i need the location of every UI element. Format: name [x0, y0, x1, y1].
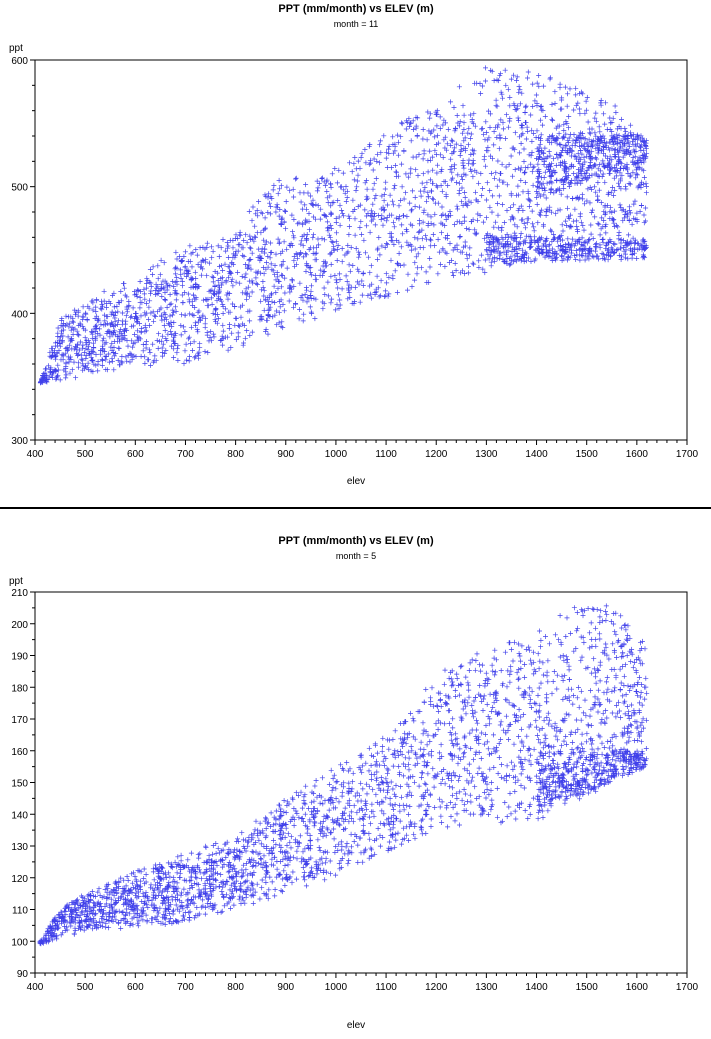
y-tick-label: 300: [11, 436, 28, 447]
x-tick-label: 1000: [325, 449, 348, 460]
x-tick-label: 1600: [626, 982, 649, 993]
panel-divider: [0, 507, 711, 509]
x-tick-label: 1700: [676, 449, 699, 460]
y-tick-label: 180: [11, 683, 28, 694]
x-tick-label: 1500: [576, 449, 599, 460]
x-tick-label: 800: [227, 449, 244, 460]
x-tick-label: 1200: [425, 982, 448, 993]
x-tick-label: 1600: [626, 449, 649, 460]
y-tick-label: 100: [11, 937, 28, 948]
y-axis-label: ppt: [9, 43, 23, 54]
plot-area: 400 500 600 700 800 900 1000 1100 1200 1300 1400 15…: [11, 588, 698, 993]
x-tick-label: 1400: [525, 982, 548, 993]
x-tick-label: 1500: [576, 982, 599, 993]
chart-panel-month-5: PPT (mm/month) vs ELEV (m) month = 5 ppt…: [0, 516, 711, 1034]
y-tick-label: 140: [11, 810, 28, 821]
y-axis-label: ppt: [9, 576, 23, 587]
plot-frame: [34, 59, 688, 441]
x-tick-label: 900: [277, 449, 294, 460]
y-tick-label: 210: [11, 588, 28, 599]
chart-subtitle: month = 5: [336, 551, 376, 561]
y-tick-label: 120: [11, 874, 28, 885]
x-tick-label: 400: [27, 449, 44, 460]
x-tick-label: 600: [127, 449, 144, 460]
y-tick-label: 130: [11, 842, 28, 853]
chart-panel-month-11: PPT (mm/month) vs ELEV (m) month = 11 pp…: [0, 0, 711, 503]
plot-area: 400 500 600 700 800 900 1000 1100 1200 1300 1400 15…: [11, 56, 698, 460]
x-tick-label: 1000: [325, 982, 348, 993]
x-tick-label: 500: [77, 449, 94, 460]
y-tick-label: 400: [11, 309, 28, 320]
x-axis-label: elev: [347, 1020, 365, 1031]
y-tick-label: 500: [11, 183, 28, 194]
y-tick-label: 600: [11, 56, 28, 67]
y-tick-label: 150: [11, 779, 28, 790]
x-tick-label: 700: [177, 449, 194, 460]
scatter-points: [37, 603, 650, 947]
x-tick-label: 900: [277, 982, 294, 993]
y-tick-label: 190: [11, 652, 28, 663]
x-tick-label: 700: [177, 982, 194, 993]
x-tick-label: 400: [27, 982, 44, 993]
y-tick-label: 110: [12, 906, 28, 917]
x-axis-label: elev: [347, 476, 365, 487]
scatter-points: [37, 65, 650, 386]
x-tick-label: 800: [227, 982, 244, 993]
x-tick-label: 1400: [525, 449, 548, 460]
x-tick-label: 1300: [475, 449, 498, 460]
chart-title: PPT (mm/month) vs ELEV (m): [278, 3, 434, 15]
y-tick-label: 160: [11, 747, 28, 758]
x-tick-label: 500: [77, 982, 94, 993]
x-tick-label: 600: [127, 982, 144, 993]
y-tick-label: 170: [11, 715, 28, 726]
x-tick-label: 1200: [425, 449, 448, 460]
y-tick-label: 90: [17, 969, 29, 980]
scatter-chart-month-11: PPT (mm/month) vs ELEV (m) month = 11 pp…: [9, 3, 699, 487]
scatter-chart-month-5: PPT (mm/month) vs ELEV (m) month = 5 ppt…: [9, 535, 699, 1031]
x-tick-label: 1100: [375, 449, 397, 460]
chart-title: PPT (mm/month) vs ELEV (m): [278, 535, 434, 547]
x-tick-label: 1700: [676, 982, 699, 993]
chart-subtitle: month = 11: [334, 19, 379, 29]
x-tick-label: 1300: [475, 982, 498, 993]
y-tick-label: 200: [11, 620, 28, 631]
x-tick-label: 1100: [375, 982, 397, 993]
